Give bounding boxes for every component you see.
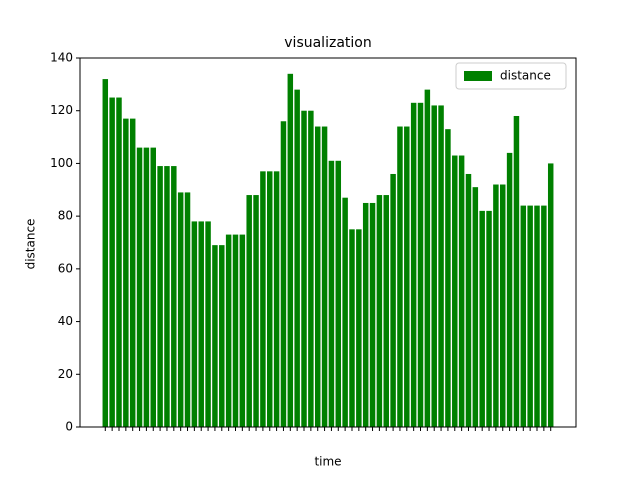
bar (541, 205, 547, 427)
bar (143, 147, 150, 427)
bar (280, 121, 287, 427)
bar (335, 160, 342, 428)
bar (157, 166, 163, 428)
bar (445, 129, 451, 427)
bar (219, 245, 225, 427)
bar (547, 163, 554, 427)
bar (390, 173, 396, 427)
bar (362, 202, 369, 427)
bar (349, 229, 355, 427)
bar (191, 221, 198, 427)
bar (472, 187, 479, 427)
bar (308, 110, 314, 427)
y-tick-label: 60 (58, 261, 73, 275)
y-tick-label: 0 (65, 420, 73, 434)
plot-frame (79, 57, 577, 428)
bar (123, 118, 129, 427)
bar (410, 102, 417, 428)
bar (342, 197, 348, 427)
bar (253, 195, 259, 427)
bar (404, 126, 410, 428)
bar (328, 160, 335, 428)
bar (136, 147, 143, 427)
legend-box (455, 62, 567, 90)
bar (184, 192, 191, 427)
bar (116, 97, 122, 428)
bar (520, 205, 527, 427)
bar (232, 234, 239, 427)
chart-title: visualization (284, 35, 371, 51)
bar (239, 234, 246, 427)
bar (458, 155, 465, 427)
legend-swatch (464, 71, 492, 81)
bar (369, 202, 376, 427)
bar (383, 195, 389, 427)
bar (109, 97, 115, 428)
bar (397, 126, 403, 428)
bar (314, 126, 321, 428)
bar (356, 229, 362, 427)
bar (506, 152, 513, 427)
bar (273, 171, 280, 427)
bar (500, 184, 506, 427)
bar (205, 221, 211, 427)
y-tick-label: 80 (58, 209, 73, 223)
bar (493, 184, 499, 427)
bar (321, 126, 328, 428)
bar (294, 89, 300, 427)
bar (465, 173, 472, 427)
bar (129, 118, 136, 427)
bar (527, 205, 533, 427)
bar (424, 89, 431, 427)
bar (198, 221, 204, 427)
bar (260, 171, 266, 427)
bar (431, 105, 437, 427)
y-tick-label: 100 (50, 156, 73, 170)
bar (479, 210, 485, 427)
bar (267, 171, 273, 427)
bar (150, 147, 156, 427)
y-axis-label: distance (24, 219, 38, 270)
bar (534, 205, 540, 427)
bar (513, 115, 520, 427)
bar (212, 245, 218, 427)
bar (301, 110, 307, 427)
bar (452, 155, 458, 427)
y-tick-label: 40 (58, 314, 73, 328)
bar (102, 79, 109, 427)
y-tick-label: 120 (50, 103, 73, 117)
x-axis-label: time (314, 455, 341, 469)
bar (164, 166, 170, 428)
bar (376, 195, 383, 427)
legend-label: distance (500, 69, 551, 83)
y-tick-label: 20 (58, 367, 73, 381)
bar (486, 210, 492, 427)
bar (438, 105, 444, 427)
bar (246, 195, 252, 427)
bar (225, 234, 232, 427)
bar (287, 73, 294, 428)
bar (171, 166, 177, 428)
y-tick-label: 140 (50, 51, 73, 65)
bar (177, 192, 184, 427)
bar (417, 102, 424, 428)
